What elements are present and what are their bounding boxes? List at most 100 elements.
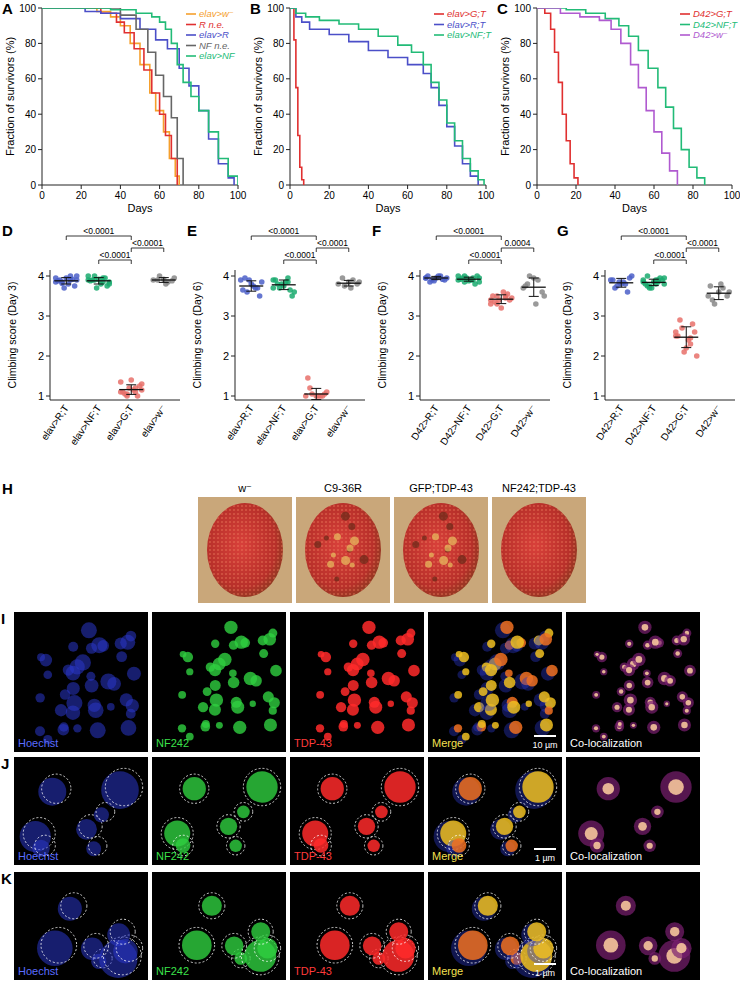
nucleus xyxy=(60,689,71,700)
legend-label: D42>w⁻ xyxy=(693,29,728,40)
scale-bar xyxy=(534,848,556,850)
channel-label: NF242 xyxy=(156,737,189,749)
signal xyxy=(527,922,546,941)
signal xyxy=(505,670,513,678)
roi-outline xyxy=(364,837,382,855)
data-point xyxy=(523,283,529,289)
y-tick xyxy=(533,8,537,9)
signal xyxy=(515,771,553,809)
y-tick-label: 100 xyxy=(267,3,284,14)
signal xyxy=(627,697,634,704)
marks xyxy=(53,273,177,399)
x-tick-label: 0 xyxy=(39,190,45,201)
y-axis xyxy=(50,270,51,400)
signal xyxy=(685,709,689,713)
eye-facets xyxy=(207,503,283,597)
survival-curve xyxy=(42,8,177,185)
significance-bracket xyxy=(621,236,686,240)
data-point xyxy=(106,281,112,287)
y-axis-label: Climbing score (Day 9) xyxy=(561,282,573,389)
signal xyxy=(349,640,357,648)
x-tick xyxy=(198,185,199,189)
x-tick xyxy=(486,185,487,189)
eye-lesion xyxy=(334,576,339,581)
eye-facets xyxy=(403,503,479,597)
y-tick-label: 60 xyxy=(25,73,37,84)
signal xyxy=(324,668,331,675)
roi-outline xyxy=(105,768,142,805)
micrograph xyxy=(428,612,562,752)
roi-outline xyxy=(96,803,115,822)
x-tick-label: 80 xyxy=(687,190,699,201)
x-tick-label: 40 xyxy=(363,190,375,201)
roi-outline xyxy=(42,774,71,803)
signal xyxy=(203,687,212,696)
channel-label: Hoechst xyxy=(18,850,58,862)
panel-letter: D xyxy=(2,222,13,239)
signal xyxy=(250,675,262,687)
signal xyxy=(356,653,369,666)
roi-outline xyxy=(217,815,240,838)
signal xyxy=(634,818,651,835)
signal xyxy=(369,701,382,714)
y-tick xyxy=(38,78,42,79)
y-axis xyxy=(537,8,538,185)
nucleus xyxy=(81,622,97,638)
panel-K: KHoechstNF242TDP-43Merge1 µmCo-localizat… xyxy=(1,870,700,980)
signal xyxy=(501,936,520,955)
nucleus xyxy=(73,724,81,732)
eye-lesion xyxy=(429,552,434,557)
signal xyxy=(680,694,686,700)
signal xyxy=(251,922,270,941)
y-tick-label: 20 xyxy=(25,144,37,155)
data-point xyxy=(681,349,687,355)
p-value: <0.0001 xyxy=(100,250,131,260)
legend: D42>G;TD42>NF;TD42>w⁻ xyxy=(680,8,738,40)
data-point xyxy=(488,301,494,307)
significance-bracket xyxy=(284,260,317,264)
x-tick xyxy=(693,185,694,189)
panel-letter: B xyxy=(250,0,261,17)
error-bar xyxy=(344,280,354,286)
x-tick-label: 60 xyxy=(154,190,166,201)
category-label: D42>NF;T xyxy=(438,403,474,447)
signal xyxy=(526,701,532,707)
category-label: elav>G;T xyxy=(103,403,135,443)
eye-image xyxy=(492,497,586,603)
data-point xyxy=(470,277,476,283)
data-point xyxy=(476,275,482,281)
nucleus xyxy=(55,704,67,716)
y-tick-label: 2 xyxy=(38,350,44,362)
signal xyxy=(638,822,647,831)
panel-letter: G xyxy=(557,222,569,239)
roi-outline xyxy=(360,933,385,958)
image-label: w⁻ xyxy=(237,482,252,494)
y-tick xyxy=(46,396,50,397)
error-bar xyxy=(464,277,474,281)
signal xyxy=(367,840,379,852)
nucleus xyxy=(86,841,101,856)
eye-lesion xyxy=(314,541,321,548)
error-bar xyxy=(649,279,659,285)
roi-outline xyxy=(475,893,501,919)
signal xyxy=(513,806,526,819)
nucleus xyxy=(91,637,107,653)
signal xyxy=(216,722,223,729)
signal xyxy=(642,677,654,689)
marks xyxy=(423,273,547,311)
nucleus xyxy=(121,720,137,736)
signal xyxy=(603,938,618,953)
data-point xyxy=(625,289,631,295)
x-tick-label: 60 xyxy=(648,190,660,201)
error-bar xyxy=(496,295,506,304)
signal xyxy=(182,930,212,960)
signal xyxy=(507,701,520,714)
scale-bar xyxy=(534,735,556,737)
y-tick xyxy=(46,316,50,317)
error-bar xyxy=(616,278,626,287)
signal xyxy=(594,726,598,730)
roi-outline xyxy=(41,927,77,963)
micrograph xyxy=(152,612,286,752)
image-label: NF242;TDP-43 xyxy=(502,482,576,494)
data-point xyxy=(708,283,714,289)
